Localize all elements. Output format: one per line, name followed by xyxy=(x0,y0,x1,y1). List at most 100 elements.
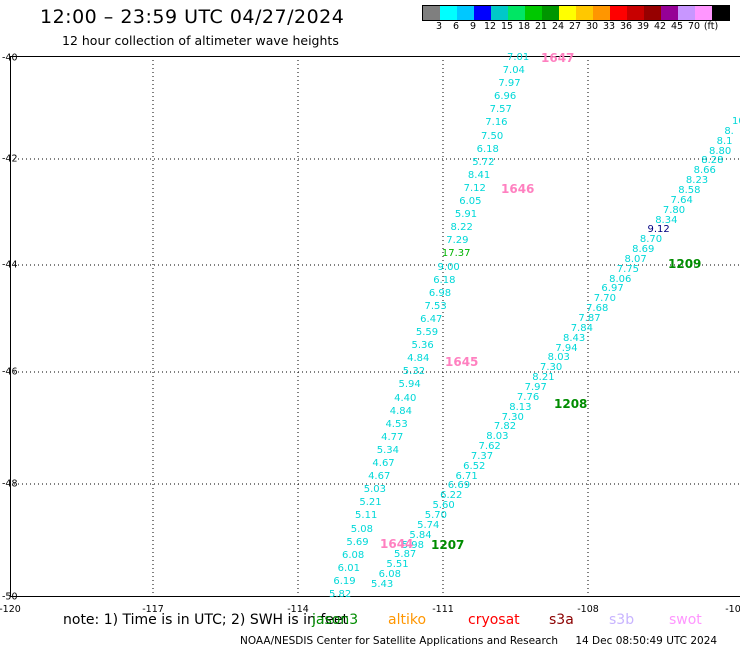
map-frame xyxy=(10,56,740,597)
wave-height-label: 5.94 xyxy=(398,379,421,391)
wave-height-label: 5.69 xyxy=(346,536,369,548)
legend-tick: 45 xyxy=(670,21,684,32)
wave-height-label: 7.30 xyxy=(501,411,524,423)
longitude-label: -10 xyxy=(725,604,740,615)
wave-height-label: 4.67 xyxy=(368,471,391,483)
wave-height-label: 8.69 xyxy=(632,244,655,256)
wave-height-label: 6.18 xyxy=(433,274,456,286)
wave-height-label: 7.30 xyxy=(539,362,563,374)
wave-height-label: 7.87 xyxy=(578,313,601,325)
satellite-jason3-label: jason3 xyxy=(312,612,359,628)
longitude-label: -117 xyxy=(142,604,164,615)
wave-height-label: 7.82 xyxy=(493,421,517,433)
wave-height-label: 8.23 xyxy=(685,175,709,187)
wave-height-label: 4.77 xyxy=(381,431,404,443)
wave-height-label: 8.13 xyxy=(509,401,532,413)
wave-height-label: 4.84 xyxy=(407,353,430,365)
legend-tick: 21 xyxy=(534,21,548,32)
wave-height-label: 7.29 xyxy=(446,235,469,247)
pass-time-label: 1645 xyxy=(445,355,479,369)
wave-height-label: 8.03 xyxy=(486,431,509,443)
pass-time-label: 1644 xyxy=(380,537,414,551)
legend-swatch xyxy=(542,6,559,20)
footer-timestamp: 14 Dec 08:50:49 UTC 2024 xyxy=(575,635,718,647)
wave-height-label: 7.53 xyxy=(424,300,447,312)
longitude-label: -120 xyxy=(0,604,21,615)
wave-height-label: 8.1 xyxy=(716,135,733,147)
legend-swatch xyxy=(474,6,491,20)
legend-swatch xyxy=(457,6,474,20)
legend-swatch xyxy=(644,6,661,20)
wave-height-label: 5.34 xyxy=(376,444,400,456)
wave-height-label: 4.40 xyxy=(394,392,417,404)
wave-height-label: 6.71 xyxy=(455,470,478,482)
wave-height-label: 4.84 xyxy=(389,405,413,417)
satellite-cryosat-label: cryosat xyxy=(468,612,520,628)
wave-height-label: 7.76 xyxy=(516,391,540,403)
legend-tick: 18 xyxy=(517,21,531,32)
wave-height-color-legend xyxy=(422,5,730,21)
wave-height-label: 6.01 xyxy=(337,562,360,574)
wave-height-label: 8.66 xyxy=(693,165,716,177)
wave-height-label: 8.41 xyxy=(467,169,491,181)
wave-height-label: 5.84 xyxy=(409,529,432,541)
longitude-label: -108 xyxy=(577,604,599,615)
wave-height-label: 5.70 xyxy=(424,510,448,522)
wave-height-label: 8.70 xyxy=(639,234,663,246)
legend-swatch xyxy=(593,6,610,20)
wave-height-label: 7.50 xyxy=(480,130,504,142)
wave-height-label: 7.75 xyxy=(616,263,640,275)
wave-height-label: 7.84 xyxy=(570,322,593,334)
pass-time-label: 1646 xyxy=(501,182,535,196)
legend-tick: 36 xyxy=(619,21,633,32)
wave-height-label: 5.74 xyxy=(417,519,440,531)
legend-tick: 27 xyxy=(568,21,582,32)
legend-tick: 42 xyxy=(653,21,667,32)
wave-height-label: 9.00 xyxy=(437,261,460,273)
wave-height-label: 8.43 xyxy=(563,332,586,344)
wave-height-label: 7.16 xyxy=(485,117,508,129)
pass-time-label: 1208 xyxy=(554,397,588,411)
latitude-label: -44 xyxy=(2,259,18,271)
wave-height-label: 8.03 xyxy=(547,352,570,364)
wave-height-label: 7.01 xyxy=(507,52,530,63)
page-subtitle: 12 hour collection of altimeter wave hei… xyxy=(62,33,339,48)
legend-swatch xyxy=(712,6,729,20)
wave-height-label: 5.59 xyxy=(415,327,439,339)
legend-swatch xyxy=(508,6,525,20)
wave-height-label: 17.37 xyxy=(441,248,471,260)
page-title: 12:00 – 23:59 UTC 04/27/2024 xyxy=(40,6,345,28)
wave-height-label: 10 xyxy=(732,116,740,127)
latitude-label: -42 xyxy=(2,153,18,165)
wave-height-label: 8.07 xyxy=(624,253,647,265)
wave-height-label: 8.80 xyxy=(708,145,732,157)
latitude-label: -40 xyxy=(2,52,18,64)
wave-height-label: 7.62 xyxy=(478,441,501,453)
latitude-label: -50 xyxy=(2,591,18,603)
wave-height-label: 5.98 xyxy=(401,539,424,551)
legend-swatch xyxy=(440,6,457,20)
legend-tick-labels: 3 6 9 12 15 18 21 24 27 30 33 36 39 42 45 70 (ft) xyxy=(422,21,728,35)
wave-height-label: 7.97 xyxy=(524,381,547,393)
wave-height-label: 7.37 xyxy=(470,450,494,462)
wave-height-label: 5.43 xyxy=(371,579,394,590)
footer-organization: NOAA/NESDIS Center for Satellite Applica… xyxy=(240,635,558,647)
wave-height-label: 5.21 xyxy=(359,497,382,509)
footnote: note: 1) Time is in UTC; 2) SWH is in fe… xyxy=(63,612,349,628)
wave-height-label: 5.08 xyxy=(350,523,373,535)
wave-height-label: 5.51 xyxy=(386,559,409,571)
legend-tick: 30 xyxy=(585,21,599,32)
legend-tick: 12 xyxy=(483,21,497,32)
legend-swatch xyxy=(576,6,593,20)
wave-height-label: 7.94 xyxy=(555,342,578,354)
legend-swatch xyxy=(491,6,508,20)
legend-tick: 39 xyxy=(636,21,650,32)
legend-swatch xyxy=(627,6,644,20)
wave-height-label: 5.03 xyxy=(363,484,386,496)
wave-height-label: 7.12 xyxy=(463,182,486,194)
legend-tick: 3 xyxy=(435,21,443,32)
wave-height-label: 7.64 xyxy=(670,194,693,206)
wave-height-label: 6.05 xyxy=(459,196,482,208)
